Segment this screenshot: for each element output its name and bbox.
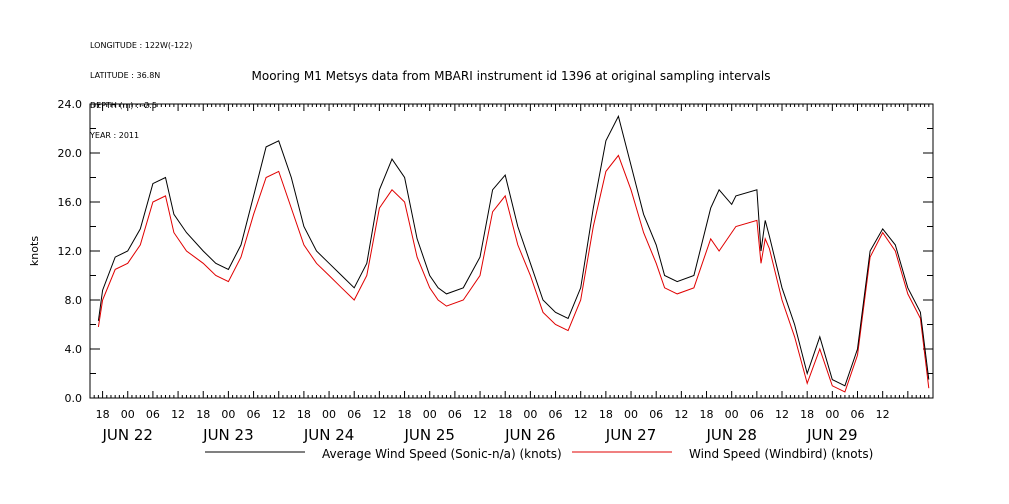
series-line-windbird [97, 154, 930, 393]
x-tick-label: 06 [851, 408, 865, 421]
legend-label-windbird: Wind Speed (Windbird) (knots) [689, 447, 873, 461]
x-date-label: JUN 24 [303, 426, 354, 444]
chart-title: Mooring M1 Metsys data from MBARI instru… [252, 69, 771, 83]
x-date-label: JUN 27 [605, 426, 656, 444]
x-tick-label: 00 [322, 408, 336, 421]
x-tick-label: 18 [800, 408, 814, 421]
y-tick-label: 24.0 [58, 98, 83, 111]
x-date-label: JUN 25 [403, 426, 454, 444]
y-tick-labels: 0.0 4.0 8.0 12.0 16.0 20.0 24.0 [58, 98, 83, 405]
x-tick-label: 12 [674, 408, 688, 421]
x-tick-label: 12 [272, 408, 286, 421]
series-line-sonic [97, 114, 930, 387]
year-label: YEAR : 2011 [90, 131, 140, 140]
x-tick-label: 18 [398, 408, 412, 421]
x-tick-label: 06 [146, 408, 160, 421]
x-tick-label: 12 [574, 408, 588, 421]
x-tick-label: 06 [649, 408, 663, 421]
longitude-label: LONGITUDE : 122W(-122) [90, 41, 193, 50]
y-tick-label: 0.0 [65, 392, 83, 405]
y-tick-label: 12.0 [58, 245, 83, 258]
x-date-label: JUN 22 [102, 426, 153, 444]
x-tick-label: 18 [700, 408, 714, 421]
plot-border [89, 103, 934, 399]
legend: Average Wind Speed (Sonic-n/a) (knots) W… [205, 447, 873, 461]
x-tick-label: 12 [775, 408, 789, 421]
x-tick-label: 00 [825, 408, 839, 421]
x-tick-label: 00 [121, 408, 135, 421]
legend-label-sonic: Average Wind Speed (Sonic-n/a) (knots) [322, 447, 562, 461]
y-tick-label: 8.0 [65, 294, 83, 307]
x-tick-label: 00 [221, 408, 235, 421]
latitude-label: LATITUDE : 36.8N [90, 71, 161, 80]
x-tick-label: 00 [423, 408, 437, 421]
x-tick-label: 12 [473, 408, 487, 421]
x-date-label: JUN 23 [202, 426, 253, 444]
x-tick-label: 00 [624, 408, 638, 421]
series-lines [97, 114, 930, 393]
x-date-label: JUN 28 [705, 426, 756, 444]
plot-frame [89, 103, 934, 399]
x-tick-label: 06 [347, 408, 361, 421]
x-tick-label: 12 [372, 408, 386, 421]
x-tick-label: 06 [247, 408, 261, 421]
x-tick-labels: 18 00 06 12 18 00 06 12 18 00 06 12 18 00 06 12 18 00 06 12… [96, 408, 890, 444]
y-tick-label: 20.0 [58, 147, 83, 160]
x-tick-label: 18 [498, 408, 512, 421]
x-tick-label: 06 [549, 408, 563, 421]
x-tick-label: 12 [171, 408, 185, 421]
x-tick-label: 18 [297, 408, 311, 421]
y-tick-label: 4.0 [65, 343, 83, 356]
x-tick-label: 06 [448, 408, 462, 421]
x-tick-label: 00 [523, 408, 537, 421]
x-tick-label: 18 [196, 408, 210, 421]
y-tick-label: 16.0 [58, 196, 83, 209]
x-date-label: JUN 26 [504, 426, 555, 444]
y-axis-label: knots [28, 236, 41, 266]
x-tick-label: 00 [725, 408, 739, 421]
x-tick-label: 18 [599, 408, 613, 421]
x-date-label: JUN 29 [806, 426, 857, 444]
x-tick-label: 12 [876, 408, 890, 421]
x-tick-label: 18 [96, 408, 110, 421]
x-tick-label: 06 [750, 408, 764, 421]
